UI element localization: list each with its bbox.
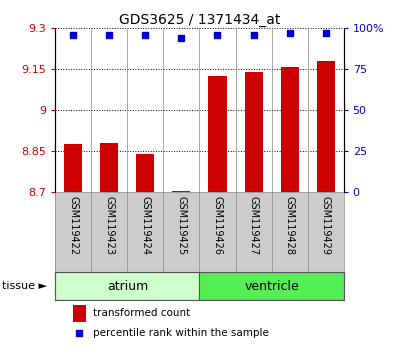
Bar: [64, 144, 82, 192]
Text: GSM119427: GSM119427: [248, 196, 259, 255]
Point: [106, 32, 113, 38]
Bar: [280, 67, 299, 192]
Text: atrium: atrium: [107, 280, 148, 293]
Point: [286, 30, 293, 36]
Bar: [173, 191, 190, 192]
Text: GSM119424: GSM119424: [140, 196, 150, 255]
Title: GDS3625 / 1371434_at: GDS3625 / 1371434_at: [119, 13, 280, 27]
Text: GSM119423: GSM119423: [104, 196, 115, 255]
Bar: [199, 273, 344, 300]
Bar: [245, 72, 263, 192]
Point: [142, 32, 149, 38]
Text: ventricle: ventricle: [244, 280, 299, 293]
Text: transformed count: transformed count: [93, 308, 190, 318]
Text: tissue ►: tissue ►: [2, 281, 47, 291]
Point: [70, 32, 77, 38]
Bar: [100, 143, 118, 192]
Point: [214, 32, 221, 38]
Bar: [55, 273, 199, 300]
Text: percentile rank within the sample: percentile rank within the sample: [93, 327, 269, 338]
Point: [178, 35, 184, 41]
Text: GSM119422: GSM119422: [68, 196, 78, 255]
Text: GSM119426: GSM119426: [213, 196, 222, 255]
Text: GSM119428: GSM119428: [284, 196, 295, 255]
Bar: [317, 61, 335, 192]
Bar: [73, 305, 86, 322]
Bar: [209, 76, 226, 192]
Text: GSM119425: GSM119425: [177, 196, 186, 255]
Text: GSM119429: GSM119429: [321, 196, 331, 255]
Point: [250, 32, 257, 38]
Bar: [136, 154, 154, 192]
Point: [322, 30, 329, 36]
